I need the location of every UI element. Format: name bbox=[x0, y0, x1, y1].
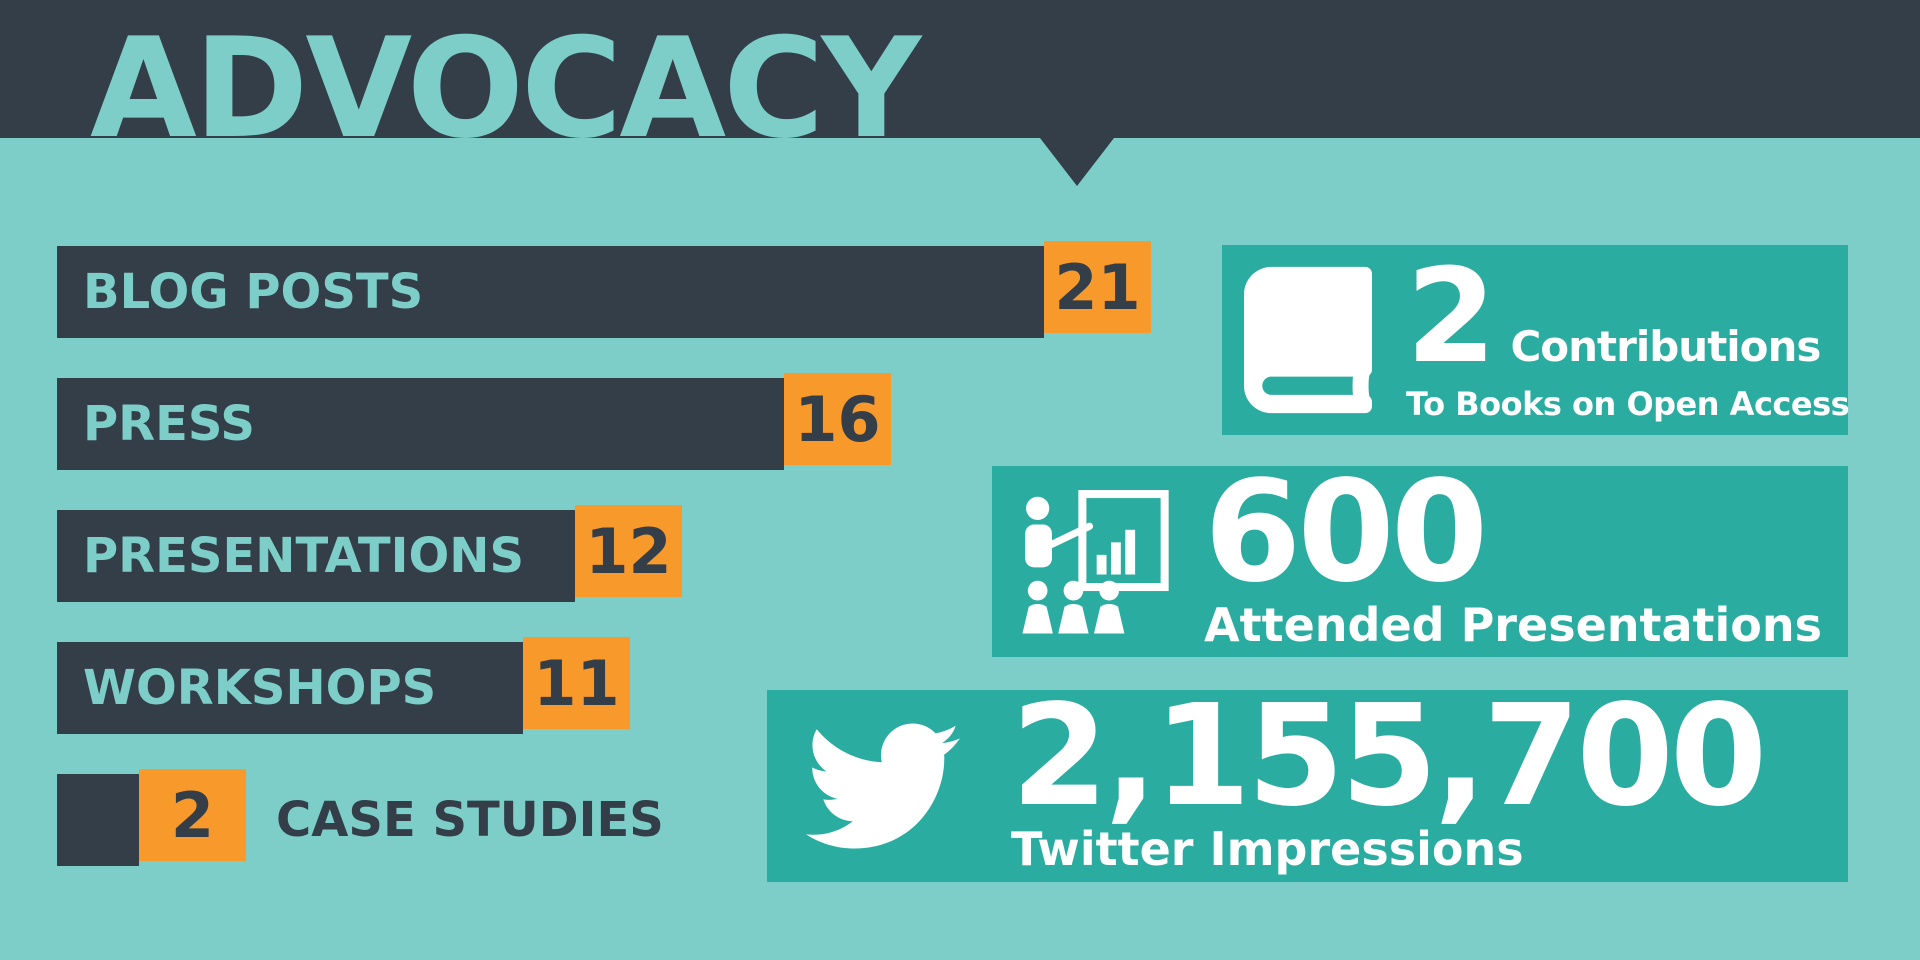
bar-row-presentations: PRESENTATIONS 12 bbox=[57, 505, 682, 602]
bar-row-press: PRESS 16 bbox=[57, 373, 891, 470]
stat-text: 2 Contributions To Books on Open Access bbox=[1406, 239, 1850, 423]
bar-workshops: WORKSHOPS bbox=[57, 642, 523, 734]
badge-value: 21 bbox=[1054, 250, 1141, 324]
stat-card-twitter: 2,155,700 Twitter Impressions bbox=[767, 675, 1848, 882]
bar-label: WORKSHOPS bbox=[83, 660, 437, 716]
bar-blog-posts: BLOG POSTS bbox=[57, 246, 1044, 338]
bar-row-blog-posts: BLOG POSTS 21 bbox=[57, 241, 1151, 338]
bar-label: BLOG POSTS bbox=[83, 264, 424, 320]
value-badge: 12 bbox=[575, 505, 682, 597]
header-bar bbox=[0, 0, 1920, 138]
badge-value: 16 bbox=[794, 382, 881, 456]
bar-row-workshops: WORKSHOPS 11 bbox=[57, 637, 630, 734]
badge-value: 12 bbox=[585, 514, 672, 588]
header-pointer-notch bbox=[1040, 138, 1114, 186]
stat-value: 600 bbox=[1204, 450, 1488, 614]
stat-sublabel: To Books on Open Access bbox=[1406, 384, 1850, 423]
value-badge: 11 bbox=[523, 637, 630, 729]
twitter-icon bbox=[789, 709, 977, 863]
stat-text: 2,155,700 Twitter Impressions bbox=[1011, 675, 1767, 877]
badge-value: 11 bbox=[533, 646, 620, 720]
bar-case-studies bbox=[57, 774, 139, 866]
page-title: ADVOCACY bbox=[90, 8, 921, 169]
badge-value: 2 bbox=[170, 778, 215, 852]
stat-value: 2,155,700 bbox=[1011, 675, 1767, 839]
bar-label-outside: CASE STUDIES bbox=[276, 792, 664, 848]
bar-press: PRESS bbox=[57, 378, 784, 470]
value-badge: 21 bbox=[1044, 241, 1151, 333]
stat-card-presentations: 600 Attended Presentations bbox=[992, 450, 1848, 657]
stat-value: 2 bbox=[1406, 239, 1496, 392]
bar-label: PRESENTATIONS bbox=[83, 528, 525, 584]
value-badge: 16 bbox=[784, 373, 891, 465]
bar-label: PRESS bbox=[83, 396, 255, 452]
stat-text: 600 Attended Presentations bbox=[1204, 450, 1823, 652]
bar-presentations: PRESENTATIONS bbox=[57, 510, 575, 602]
stat-card-contributions: 2 Contributions To Books on Open Access bbox=[1222, 239, 1850, 435]
stat-label: Attended Presentations bbox=[1204, 597, 1823, 652]
book-icon bbox=[1244, 266, 1372, 414]
bar-row-case-studies: 2 CASE STUDIES bbox=[57, 769, 664, 866]
stat-label: Contributions bbox=[1510, 321, 1821, 371]
presentation-icon bbox=[1018, 488, 1170, 636]
value-badge: 2 bbox=[139, 769, 246, 861]
stat-label: Twitter Impressions bbox=[1011, 822, 1524, 877]
